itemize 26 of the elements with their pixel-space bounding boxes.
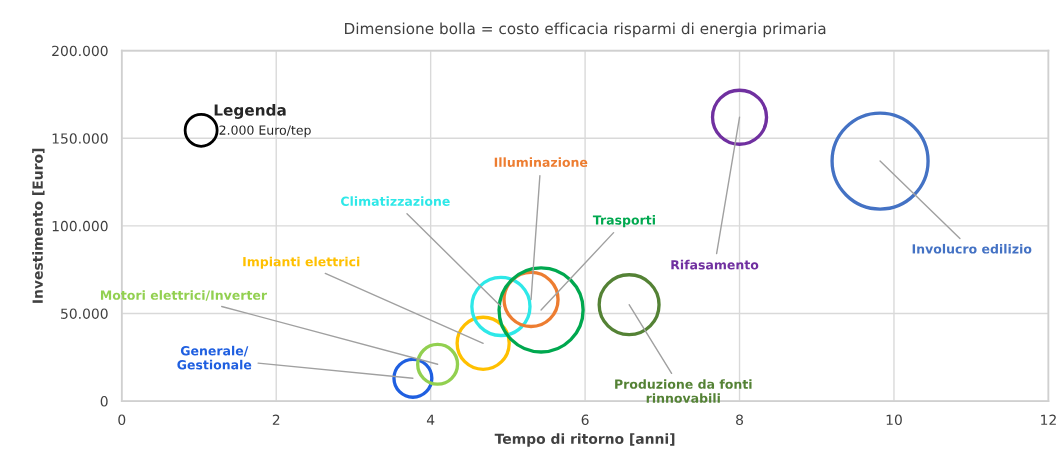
y-tick-label: 100.000 <box>52 220 108 232</box>
x-tick-label: 4 <box>426 414 435 425</box>
text: Motori elettrici/Inverter <box>100 290 268 301</box>
x-tick-label: 2 <box>272 414 280 425</box>
x-axis-title: Tempo di ritorno [anni] <box>494 433 675 447</box>
text: Impianti elettrici <box>243 256 360 269</box>
legend-label: 2.000 Euro/tep <box>219 125 311 138</box>
x-tick-label: 6 <box>581 414 589 426</box>
text: Climatizzazione <box>341 196 450 206</box>
text: Involucro edilizio <box>912 243 1032 254</box>
x-tick-label: 0 <box>118 414 126 426</box>
y-axis-title: Investimento [Euro] <box>32 148 45 303</box>
text: Produzione da fonti rinnovabili <box>615 379 752 403</box>
text: Generale/ Gestionale <box>177 345 252 370</box>
y-tick-label: 200.000 <box>52 45 108 57</box>
legend-title: Legenda <box>214 104 286 119</box>
x-tick-label: 8 <box>736 414 743 426</box>
chart-title: Dimensione bolla = costo efficacia risparmi di energia primaria <box>345 22 826 38</box>
x-tick-label: 10 <box>886 414 902 426</box>
y-tick-label: 0 <box>100 396 108 407</box>
y-tick-label: 50.000 <box>61 308 108 319</box>
text: Trasporti <box>592 215 655 228</box>
text: Rifasamento <box>671 259 759 270</box>
y-tick-label: 150.000 <box>52 133 108 144</box>
text: Illuminazione <box>494 157 588 167</box>
x-tick-label: 12 <box>1041 414 1056 425</box>
